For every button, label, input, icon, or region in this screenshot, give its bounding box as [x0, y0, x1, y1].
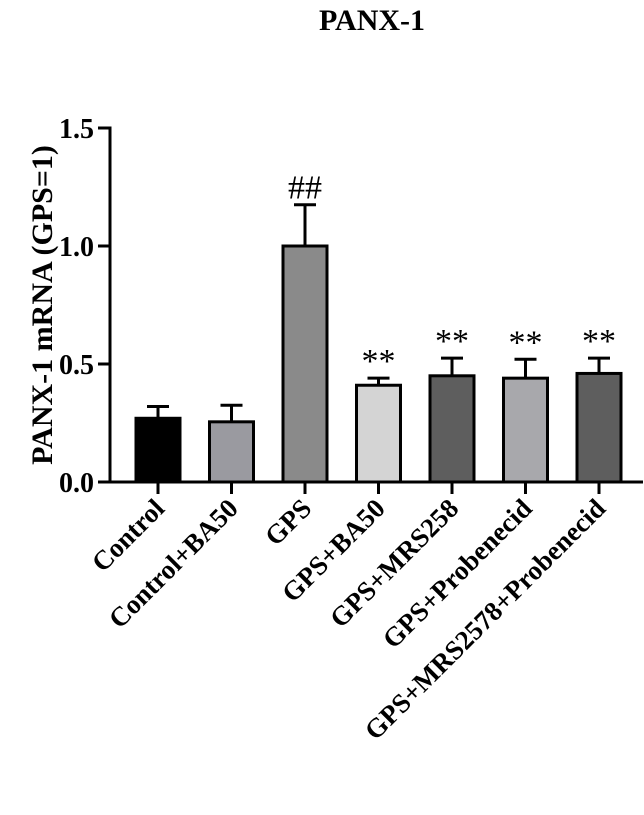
bar-2 [281, 244, 329, 484]
significance-label-4: ** [435, 323, 469, 360]
bar-6 [575, 371, 623, 484]
chart-title: PANX-1 [319, 4, 425, 37]
bar-4 [428, 374, 476, 484]
y-tick-label-2: 1.0 [59, 232, 94, 263]
significance-label-5: ** [509, 324, 543, 361]
bars-group [134, 203, 623, 484]
category-label-1: Control+BA50 [103, 493, 244, 634]
bar-5 [502, 376, 549, 484]
y-axis-label: PANX-1 mRNA (GPS=1) [26, 145, 59, 465]
bar-0 [134, 416, 182, 484]
y-tick-label-0: 0.0 [59, 468, 94, 499]
significance-label-3: ** [362, 343, 396, 380]
y-tick-label-1: 0.5 [59, 350, 94, 381]
axes: 0.0 0.5 1.0 1.5 [59, 114, 643, 499]
y-tick-label-3: 1.5 [59, 114, 94, 145]
significance-label-6: ** [582, 323, 616, 360]
bar-3 [355, 383, 402, 484]
bar-1 [208, 420, 255, 484]
significance-label-2: ## [288, 170, 322, 207]
category-label-4: GPS+MRS258 [324, 493, 464, 633]
category-label-2: GPS [259, 493, 317, 551]
